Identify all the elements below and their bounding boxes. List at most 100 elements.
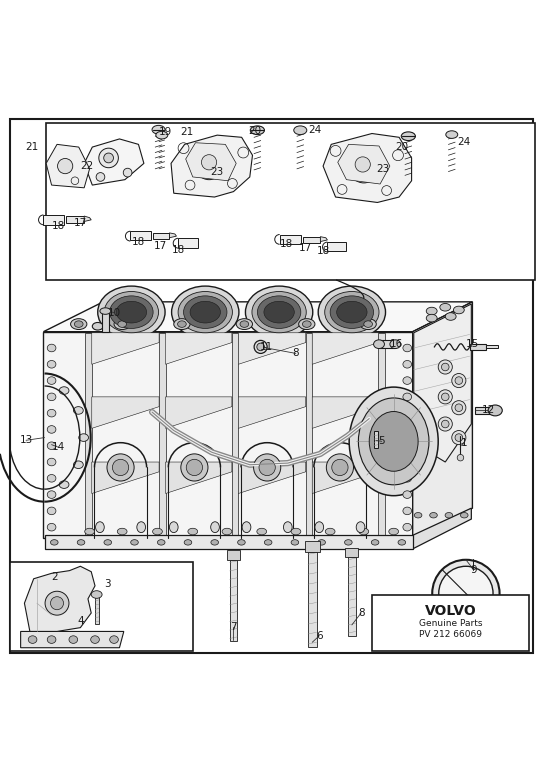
Circle shape <box>455 404 463 411</box>
Circle shape <box>186 459 203 476</box>
Ellipse shape <box>299 319 315 330</box>
Circle shape <box>181 454 208 481</box>
Ellipse shape <box>190 301 220 323</box>
Polygon shape <box>92 397 159 428</box>
Text: 11: 11 <box>260 342 273 352</box>
Text: 7: 7 <box>230 621 237 631</box>
Ellipse shape <box>240 321 249 327</box>
Circle shape <box>107 454 134 481</box>
Polygon shape <box>153 233 169 239</box>
Bar <box>379 340 395 348</box>
Ellipse shape <box>325 292 379 333</box>
Ellipse shape <box>460 513 468 518</box>
Ellipse shape <box>85 528 94 535</box>
Ellipse shape <box>92 323 103 330</box>
Polygon shape <box>230 560 237 642</box>
Ellipse shape <box>291 528 301 535</box>
Ellipse shape <box>283 522 292 533</box>
Circle shape <box>58 158 73 174</box>
Text: 18: 18 <box>317 246 330 256</box>
Circle shape <box>438 360 452 374</box>
Ellipse shape <box>398 540 406 545</box>
Ellipse shape <box>389 528 399 535</box>
Text: 13: 13 <box>20 435 33 445</box>
Polygon shape <box>338 144 390 184</box>
Bar <box>486 345 498 348</box>
Polygon shape <box>24 567 95 631</box>
Polygon shape <box>43 302 472 332</box>
Circle shape <box>123 168 132 177</box>
Polygon shape <box>186 143 236 181</box>
Polygon shape <box>66 216 84 223</box>
Text: 8: 8 <box>358 608 364 618</box>
Ellipse shape <box>172 286 239 338</box>
Text: 17: 17 <box>74 218 87 228</box>
Ellipse shape <box>358 398 429 485</box>
Text: 1: 1 <box>461 438 468 448</box>
Polygon shape <box>312 462 378 493</box>
Text: 21: 21 <box>25 142 38 152</box>
Ellipse shape <box>264 540 272 545</box>
Ellipse shape <box>403 459 412 466</box>
Text: 3: 3 <box>104 579 111 589</box>
Ellipse shape <box>47 361 56 368</box>
Ellipse shape <box>356 522 365 533</box>
Ellipse shape <box>91 591 102 598</box>
Ellipse shape <box>110 636 118 643</box>
Polygon shape <box>312 397 378 428</box>
Text: 18: 18 <box>132 237 145 247</box>
Ellipse shape <box>236 319 252 330</box>
Text: PV 212 66069: PV 212 66069 <box>419 630 482 639</box>
Ellipse shape <box>71 319 87 330</box>
Ellipse shape <box>403 409 412 417</box>
Text: 9: 9 <box>470 564 477 574</box>
Ellipse shape <box>330 296 374 328</box>
Polygon shape <box>305 540 320 552</box>
Circle shape <box>438 417 452 431</box>
Ellipse shape <box>50 540 58 545</box>
Circle shape <box>195 153 223 180</box>
Ellipse shape <box>294 126 307 134</box>
Ellipse shape <box>47 523 56 531</box>
Text: 12: 12 <box>482 405 495 415</box>
Text: 2: 2 <box>51 572 58 582</box>
Ellipse shape <box>250 126 264 134</box>
Ellipse shape <box>47 475 56 482</box>
Ellipse shape <box>302 321 311 327</box>
Bar <box>95 595 99 624</box>
Polygon shape <box>45 535 413 549</box>
Ellipse shape <box>118 321 127 327</box>
Polygon shape <box>320 237 327 242</box>
Ellipse shape <box>178 321 186 327</box>
Ellipse shape <box>47 459 56 466</box>
Circle shape <box>357 162 371 176</box>
Ellipse shape <box>116 301 147 323</box>
Polygon shape <box>166 462 232 493</box>
Text: 14: 14 <box>52 442 65 452</box>
Bar <box>475 407 495 415</box>
Polygon shape <box>43 215 64 225</box>
Text: 24: 24 <box>308 125 321 134</box>
Polygon shape <box>345 547 358 557</box>
Ellipse shape <box>291 540 299 545</box>
Ellipse shape <box>117 528 127 535</box>
Ellipse shape <box>152 125 165 134</box>
Ellipse shape <box>430 513 437 518</box>
Text: 20: 20 <box>249 126 262 136</box>
Ellipse shape <box>426 314 437 322</box>
Text: 15: 15 <box>466 339 479 349</box>
Ellipse shape <box>184 296 227 328</box>
Ellipse shape <box>403 523 412 531</box>
Ellipse shape <box>174 319 190 330</box>
Ellipse shape <box>156 131 168 139</box>
Ellipse shape <box>73 461 83 469</box>
Ellipse shape <box>403 491 412 499</box>
Polygon shape <box>323 134 412 202</box>
Circle shape <box>455 434 463 442</box>
Polygon shape <box>166 333 232 364</box>
Text: 23: 23 <box>376 164 389 174</box>
Ellipse shape <box>59 481 69 489</box>
Polygon shape <box>85 333 92 538</box>
Ellipse shape <box>59 387 69 394</box>
Ellipse shape <box>359 528 369 535</box>
